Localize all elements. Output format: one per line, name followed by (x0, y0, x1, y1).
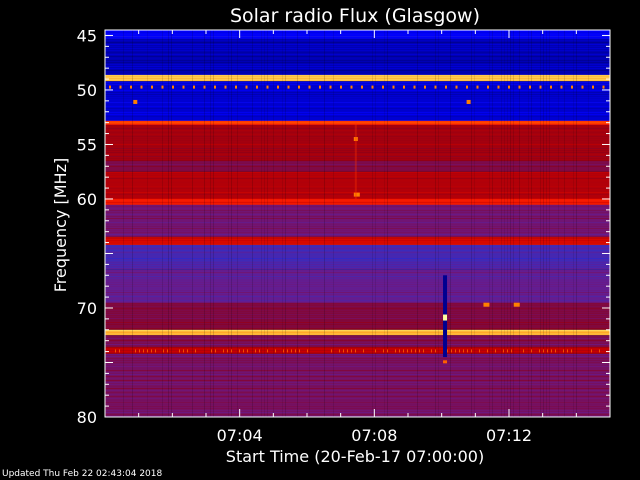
x-tick-label: 07:04 (217, 426, 263, 445)
spot-4 (466, 99, 471, 104)
band-2 (105, 74, 610, 82)
spectrogram-texture (105, 30, 610, 417)
plot-frame (104, 29, 611, 418)
y-tick-label: 80 (77, 408, 97, 427)
spot-5 (483, 302, 490, 307)
burst-tail (443, 360, 448, 364)
band-15 (105, 335, 610, 348)
plot-area (105, 30, 610, 417)
x-axis-label: Start Time (20-Feb-17 07:00:00) (226, 447, 484, 466)
y-tick-label: 45 (77, 26, 97, 45)
spot-3 (133, 99, 138, 104)
spot-2 (353, 137, 358, 142)
x-tick-label: 07:08 (351, 426, 397, 445)
band-17 (105, 353, 610, 417)
chart-title: Solar radio Flux (Glasgow) (230, 5, 480, 27)
y-tick-label: 55 (77, 135, 97, 154)
y-tick-label: 60 (77, 190, 97, 209)
spot-6 (513, 302, 520, 307)
updated-timestamp: Updated Thu Feb 22 02:43:04 2018 (2, 469, 163, 479)
y-axis: 45 50 55 60 70 80 (77, 26, 610, 427)
x-tick-label: 07:12 (486, 426, 532, 445)
burst-peak (443, 314, 448, 321)
vertical-trace (354, 122, 357, 199)
x-axis: 07:04 07:08 07:12 (138, 30, 577, 445)
y-tick-label: 70 (77, 299, 97, 318)
band-8 (105, 198, 610, 205)
spot-1 (353, 192, 360, 197)
y-axis-label: Frequency [MHz] (51, 158, 70, 292)
y-tick-label: 50 (77, 81, 97, 100)
